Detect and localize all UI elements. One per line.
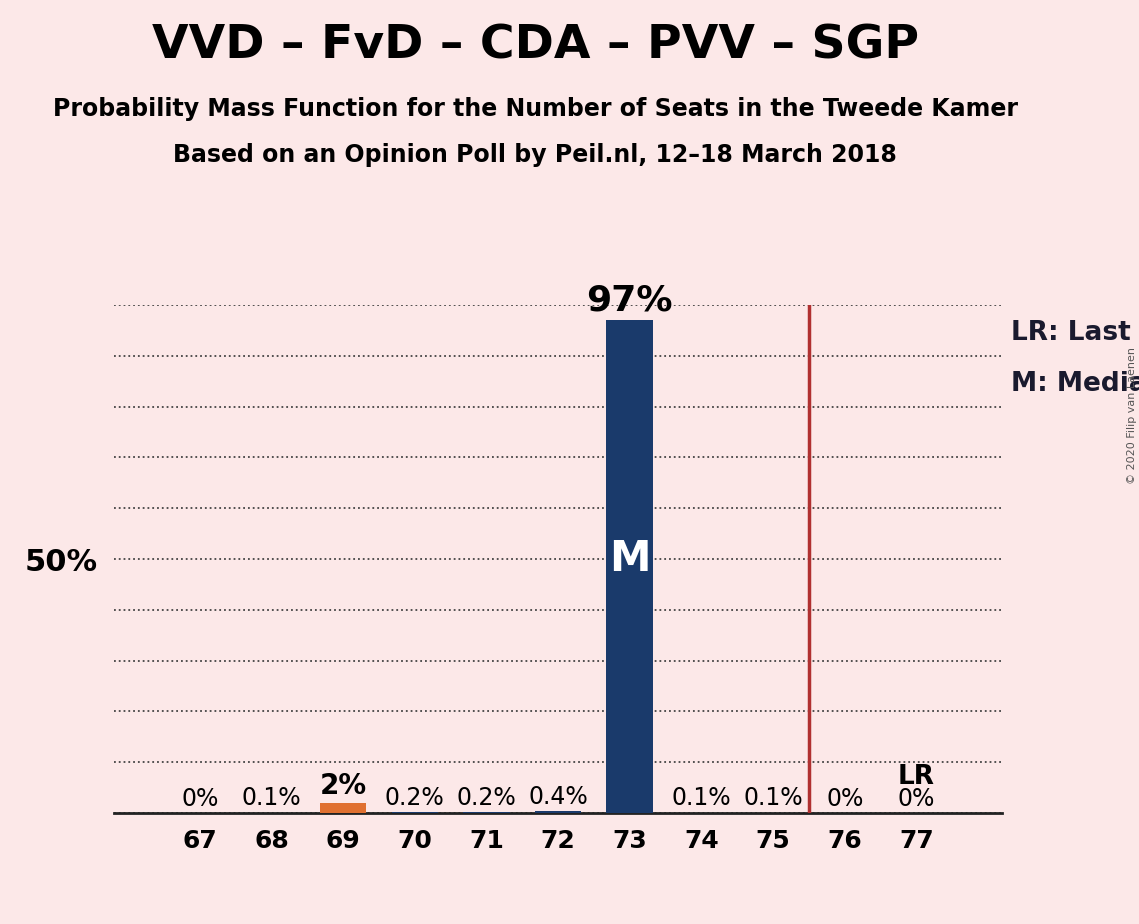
Text: 0%: 0% bbox=[898, 786, 935, 810]
Bar bbox=[535, 811, 581, 813]
Text: Probability Mass Function for the Number of Seats in the Tweede Kamer: Probability Mass Function for the Number… bbox=[52, 97, 1018, 121]
Text: 0.1%: 0.1% bbox=[241, 786, 302, 810]
Text: 97%: 97% bbox=[587, 284, 673, 318]
Text: LR: Last Result: LR: Last Result bbox=[1011, 320, 1139, 346]
Text: 0.1%: 0.1% bbox=[744, 786, 803, 810]
Text: M: M bbox=[609, 538, 650, 580]
Bar bbox=[320, 803, 367, 813]
Text: 2%: 2% bbox=[320, 772, 367, 800]
Text: 0.1%: 0.1% bbox=[672, 786, 731, 810]
Text: 0%: 0% bbox=[826, 786, 863, 810]
Text: M: Median: M: Median bbox=[1011, 371, 1139, 397]
Bar bbox=[464, 812, 510, 813]
Text: LR: LR bbox=[898, 764, 935, 790]
Text: 0.2%: 0.2% bbox=[385, 785, 444, 809]
Text: Based on an Opinion Poll by Peil.nl, 12–18 March 2018: Based on an Opinion Poll by Peil.nl, 12–… bbox=[173, 143, 898, 167]
Text: 0.2%: 0.2% bbox=[457, 785, 516, 809]
Bar bbox=[606, 320, 653, 813]
Text: VVD – FvD – CDA – PVV – SGP: VVD – FvD – CDA – PVV – SGP bbox=[151, 23, 919, 68]
Text: © 2020 Filip van Laenen: © 2020 Filip van Laenen bbox=[1126, 347, 1137, 484]
Text: 0%: 0% bbox=[181, 786, 219, 810]
Text: 0.4%: 0.4% bbox=[528, 784, 588, 808]
Bar bbox=[392, 812, 439, 813]
